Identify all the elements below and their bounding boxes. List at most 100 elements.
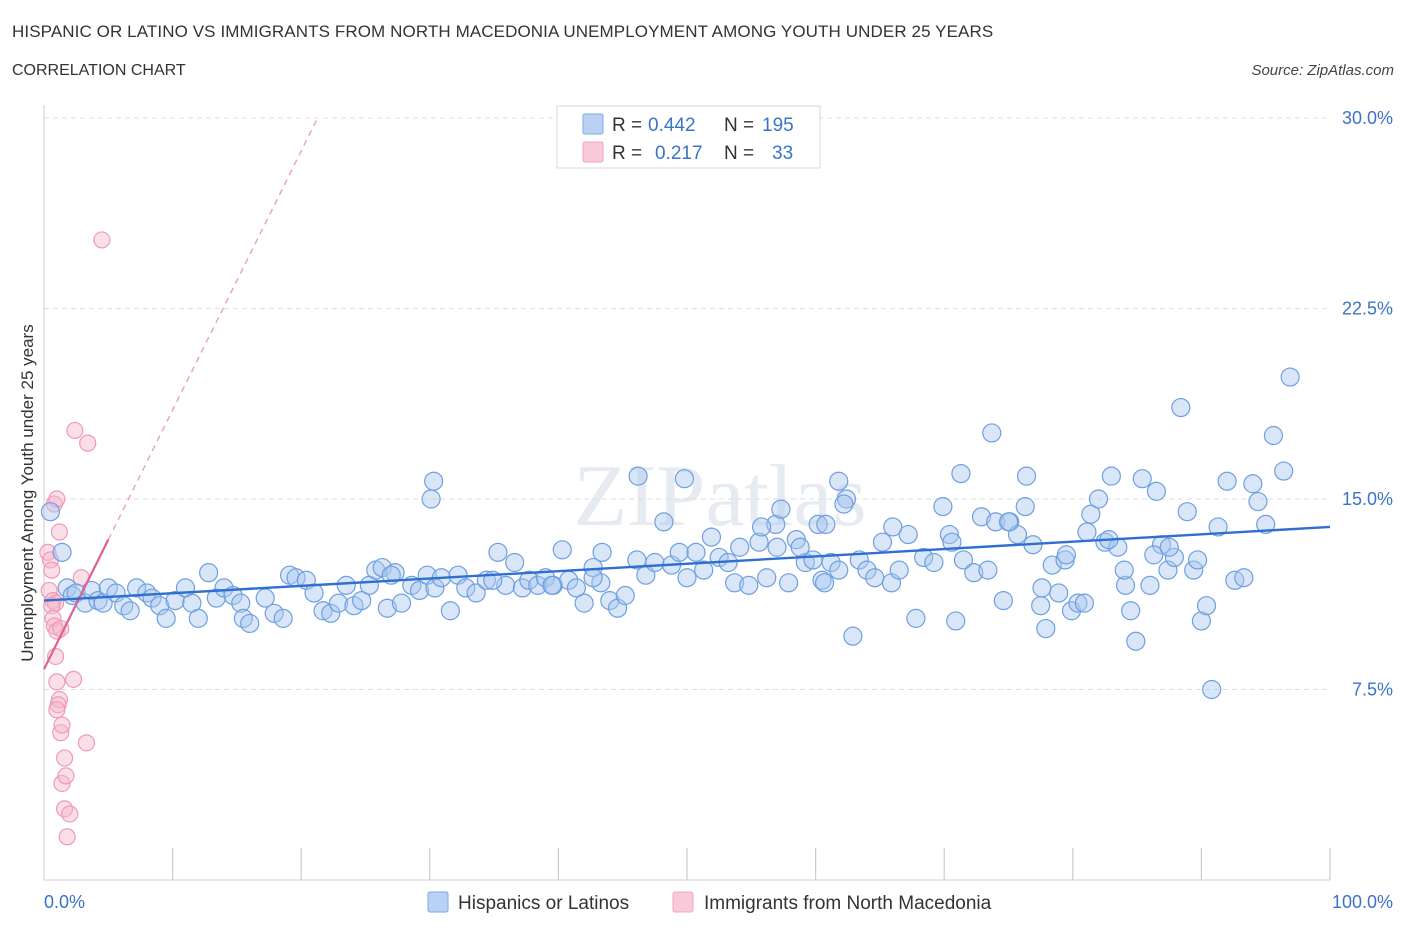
data-point-hispanic bbox=[1171, 397, 1191, 418]
stats-n-label-1: N = bbox=[724, 115, 754, 136]
data-point-hispanic bbox=[751, 517, 772, 537]
data-point-hispanic bbox=[982, 423, 1002, 443]
data-point-hispanic bbox=[615, 585, 635, 606]
data-point-hispanic bbox=[1032, 578, 1052, 598]
data-point-north-macedonia bbox=[43, 597, 61, 615]
y-axis-label: Unemployment Among Youth under 25 years bbox=[18, 324, 37, 661]
chart-title: HISPANIC OR LATINO VS IMMIGRANTS FROM NO… bbox=[12, 22, 994, 41]
data-point-north-macedonia bbox=[93, 231, 111, 249]
data-point-hispanic bbox=[993, 590, 1013, 611]
data-point-north-macedonia bbox=[66, 421, 84, 440]
data-point-north-macedonia bbox=[48, 701, 66, 719]
stats-r-label-1: R = bbox=[612, 115, 642, 136]
data-point-hispanic bbox=[566, 578, 587, 598]
data-point-hispanic bbox=[906, 608, 926, 628]
data-point-hispanic bbox=[1144, 545, 1164, 565]
data-point-hispanic bbox=[1177, 502, 1197, 522]
data-point-hispanic bbox=[1114, 560, 1134, 580]
data-point-hispanic bbox=[1140, 575, 1160, 595]
data-point-hispanic bbox=[1077, 522, 1097, 542]
y-tick-label: 15.0% bbox=[1342, 489, 1393, 509]
stats-legend-swatch-pink bbox=[582, 141, 604, 163]
data-point-hispanic bbox=[889, 560, 909, 580]
data-point-hispanic bbox=[40, 502, 61, 522]
data-point-hispanic bbox=[757, 568, 777, 588]
stats-n-value-2: 33 bbox=[772, 143, 793, 164]
data-point-hispanic bbox=[574, 593, 594, 613]
data-point-hispanic bbox=[120, 601, 140, 621]
data-point-hispanic bbox=[1036, 618, 1056, 639]
data-point-hispanic bbox=[1280, 367, 1300, 387]
y-tick-label: 22.5% bbox=[1342, 299, 1393, 319]
data-point-hispanic bbox=[865, 568, 885, 588]
stats-legend: R = 0.442 N = 195 R = 0.217 N = 33 bbox=[556, 105, 821, 169]
data-point-hispanic bbox=[942, 532, 962, 552]
data-point-hispanic bbox=[592, 542, 612, 562]
data-point-hispanic bbox=[834, 494, 854, 514]
data-point-hispanic bbox=[1049, 583, 1069, 603]
bottom-legend: Hispanics or Latinos Immigrants from Nor… bbox=[427, 891, 992, 914]
data-point-hispanic bbox=[1187, 550, 1208, 570]
data-point-hispanic bbox=[1263, 425, 1284, 446]
legend-label-north-macedonia: Immigrants from North Macedonia bbox=[704, 893, 992, 914]
data-point-hispanic bbox=[240, 613, 260, 634]
data-point-hispanic bbox=[953, 550, 974, 570]
chart-source: Source: ZipAtlas.com bbox=[1251, 62, 1394, 79]
data-point-hispanic bbox=[836, 489, 857, 509]
data-point-hispanic bbox=[790, 537, 810, 557]
trend-line-north-macedonia bbox=[43, 539, 110, 670]
data-point-hispanic bbox=[137, 583, 157, 603]
data-point-hispanic bbox=[771, 499, 791, 519]
data-point-hispanic bbox=[766, 514, 786, 535]
data-point-hispanic bbox=[964, 563, 984, 583]
data-point-hispanic bbox=[749, 532, 769, 552]
data-point-north-macedonia bbox=[50, 523, 69, 541]
chart-subtitle: CORRELATION CHART bbox=[12, 62, 186, 79]
data-point-hispanic bbox=[377, 598, 397, 618]
legend-swatch-hispanic bbox=[427, 891, 449, 913]
data-point-north-macedonia bbox=[58, 828, 76, 846]
data-point-hispanic bbox=[883, 517, 903, 537]
data-point-hispanic bbox=[1164, 547, 1184, 568]
data-point-hispanic bbox=[1101, 466, 1121, 486]
data-point-hispanic bbox=[654, 512, 674, 532]
data-point-hispanic bbox=[677, 568, 697, 588]
data-point-hispanic bbox=[978, 560, 998, 580]
data-point-hispanic bbox=[1248, 491, 1268, 512]
trend-line-hispanic bbox=[43, 525, 1331, 602]
stats-r-label-2: R = bbox=[612, 143, 642, 164]
data-point-hispanic bbox=[1234, 568, 1254, 588]
data-point-hispanic bbox=[188, 608, 208, 628]
data-point-hispanic bbox=[519, 570, 539, 590]
x-tick-label-min: 0.0% bbox=[44, 892, 85, 912]
data-point-hispanic bbox=[528, 575, 548, 595]
data-point-hispanic bbox=[778, 573, 799, 593]
data-point-hispanic bbox=[812, 570, 832, 590]
data-point-north-macedonia bbox=[79, 434, 97, 452]
data-point-hispanic bbox=[701, 527, 722, 547]
y-tick-label: 30.0% bbox=[1342, 108, 1393, 128]
data-point-hispanic bbox=[1217, 471, 1237, 491]
data-point-hispanic bbox=[233, 608, 253, 628]
data-point-hispanic bbox=[1115, 575, 1136, 595]
data-point-hispanic bbox=[872, 532, 893, 552]
data-point-hispanic bbox=[724, 573, 745, 593]
stats-r-value-1: 0.442 bbox=[648, 115, 696, 136]
data-point-hispanic bbox=[1088, 489, 1109, 509]
data-point-hispanic bbox=[488, 542, 508, 562]
data-point-hispanic bbox=[829, 471, 849, 491]
data-point-hispanic bbox=[424, 471, 444, 491]
data-point-hispanic bbox=[505, 552, 525, 573]
data-point-hispanic bbox=[694, 560, 714, 580]
data-point-hispanic bbox=[951, 464, 971, 484]
data-point-hispanic bbox=[686, 542, 706, 562]
data-point-hispanic bbox=[816, 514, 836, 535]
data-point-hispanic bbox=[971, 507, 992, 527]
stats-legend-swatch-blue bbox=[582, 113, 604, 135]
data-point-hispanic bbox=[352, 590, 372, 611]
data-point-hispanic bbox=[1159, 537, 1179, 557]
data-point-hispanic bbox=[898, 524, 918, 545]
stats-n-label-2: N = bbox=[724, 143, 754, 164]
data-point-hispanic bbox=[456, 578, 476, 598]
data-point-hispanic bbox=[313, 601, 333, 621]
